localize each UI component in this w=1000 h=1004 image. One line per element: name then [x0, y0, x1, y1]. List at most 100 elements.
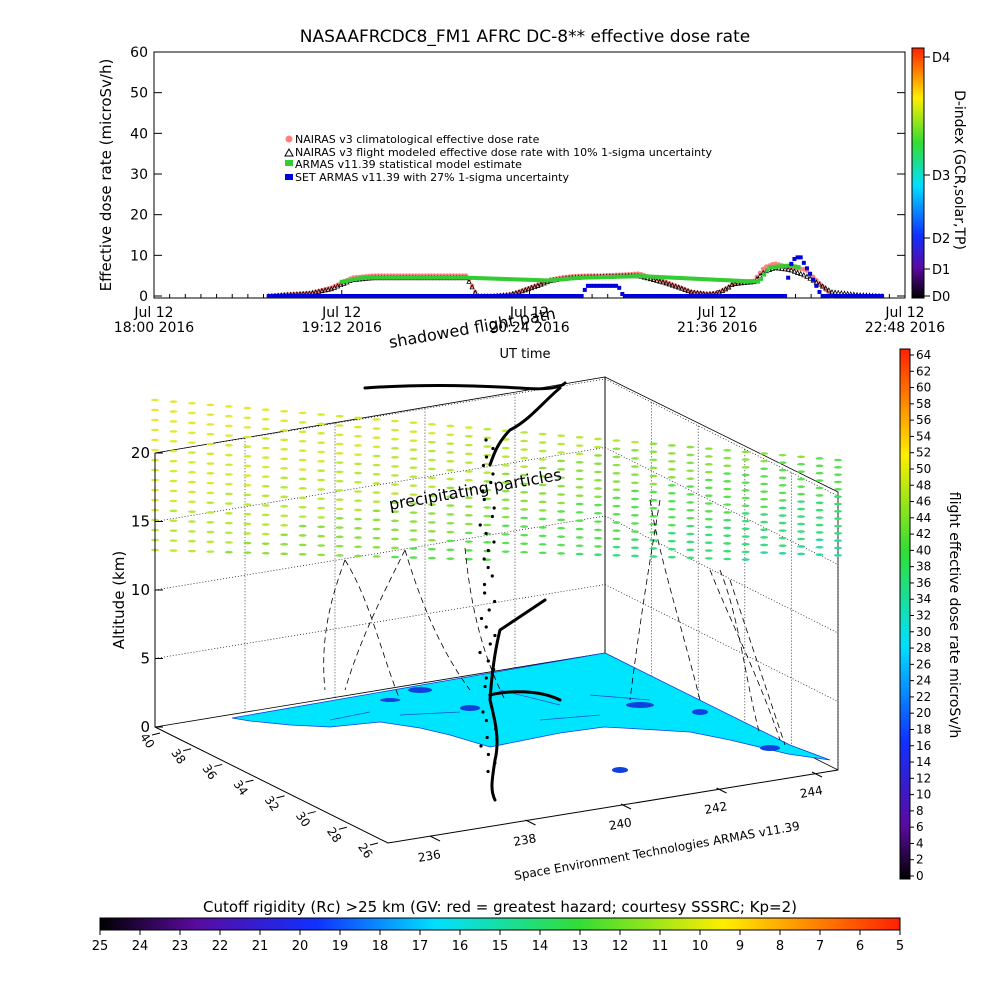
point-set-armas	[335, 294, 340, 298]
point-set-armas	[510, 294, 515, 298]
particle-marker	[704, 494, 713, 497]
particle-marker	[704, 502, 713, 505]
point-set-armas	[344, 294, 349, 298]
point-set-armas	[686, 294, 691, 298]
particle-marker	[187, 461, 196, 464]
top-ytick-label: 10	[130, 248, 148, 264]
particle-marker	[834, 524, 842, 528]
top-ytick-label: 50	[130, 86, 148, 102]
point-set-armas	[288, 294, 293, 298]
particle-marker	[520, 550, 529, 554]
particle-marker	[298, 439, 307, 443]
point-set-armas	[880, 294, 885, 298]
particle-marker	[630, 554, 639, 558]
point-set-armas	[764, 294, 769, 298]
point-modeled	[541, 280, 547, 286]
rigidity-colorbar	[99, 917, 901, 931]
flight-path-point	[482, 497, 486, 502]
floor-ytick-mark	[338, 826, 347, 830]
particle-marker	[354, 462, 363, 466]
point-set-armas	[454, 294, 459, 298]
particle-marker	[335, 414, 344, 418]
particle-marker	[501, 489, 510, 493]
particle-marker	[483, 523, 492, 527]
particle-marker	[169, 539, 178, 542]
point-armas-model	[546, 278, 551, 283]
point-modeled	[672, 283, 679, 289]
floor-ytick-label: 34	[231, 778, 251, 799]
particle-marker	[261, 542, 270, 545]
rigidity-surface	[231, 652, 831, 761]
particle-marker	[649, 474, 658, 478]
point-set-armas	[592, 283, 597, 288]
particle-marker	[261, 465, 270, 469]
floor-front-edge	[154, 726, 839, 844]
particle-marker	[741, 458, 750, 461]
particle-marker	[741, 542, 750, 546]
point-set-armas	[670, 294, 675, 298]
flight-path-point	[492, 667, 496, 672]
particle-marker	[335, 452, 344, 455]
particle-marker	[538, 441, 547, 444]
floor-ytick-mark	[276, 795, 285, 799]
point-set-armas	[391, 294, 396, 298]
point-armas-model	[718, 277, 723, 282]
particle-marker	[464, 496, 473, 500]
particle-marker	[483, 541, 492, 544]
particle-marker	[612, 472, 621, 475]
particle-marker	[778, 506, 787, 510]
particle-marker	[612, 480, 621, 483]
point-modeled	[469, 283, 475, 290]
particle-marker	[612, 439, 621, 442]
dose-tick-label: 58	[916, 397, 931, 411]
particle-marker	[409, 547, 418, 550]
flight-path-point	[484, 625, 488, 629]
series-set_armas	[266, 255, 885, 298]
flight-path-segment	[488, 598, 547, 802]
particle-marker	[741, 550, 750, 554]
point-set-armas	[814, 283, 819, 288]
dose-tick-label: 52	[916, 446, 931, 460]
shadow-line	[709, 569, 781, 741]
particle-marker	[187, 549, 196, 553]
particle-marker	[797, 552, 806, 556]
particle-marker	[686, 477, 695, 480]
particle-marker	[261, 427, 270, 431]
particle-marker	[243, 464, 252, 468]
particle-marker	[169, 519, 178, 523]
point-modeled	[726, 284, 732, 290]
particle-marker	[409, 556, 418, 559]
particle-marker	[557, 476, 566, 480]
point-set-armas	[385, 294, 390, 298]
point-armas-model	[367, 275, 372, 280]
particle-marker	[575, 519, 584, 523]
particle-marker	[834, 539, 842, 542]
point-set-armas	[704, 294, 709, 298]
particle-marker	[797, 507, 806, 511]
point-armas-model	[446, 275, 451, 280]
point-set-armas	[776, 294, 781, 298]
particle-marker	[390, 446, 399, 450]
particle-marker	[594, 512, 603, 515]
point-modeled	[819, 283, 826, 289]
point-set-armas	[864, 294, 869, 298]
top-xtick-label-date: Jul 12	[697, 305, 737, 321]
particle-marker	[372, 527, 381, 531]
particle-marker	[280, 486, 289, 489]
shadow-line	[729, 579, 786, 746]
particle-marker	[280, 438, 289, 442]
particle-marker	[501, 515, 510, 519]
particle-marker	[335, 507, 344, 511]
particle-marker	[760, 490, 769, 493]
particle-marker	[187, 530, 196, 533]
particle-marker	[280, 476, 289, 480]
particle-marker	[354, 499, 363, 503]
particle-marker	[575, 486, 584, 489]
point-set-armas	[298, 294, 303, 298]
particle-marker	[594, 528, 603, 532]
particle-marker	[390, 492, 399, 495]
particle-marker	[187, 421, 196, 425]
point-armas-model	[611, 274, 616, 279]
particle-marker	[243, 483, 252, 487]
